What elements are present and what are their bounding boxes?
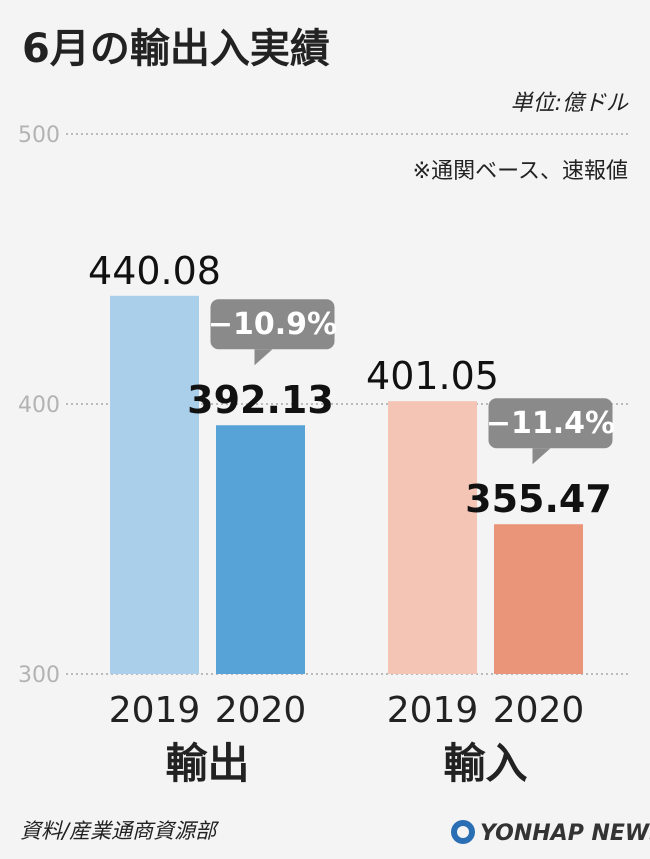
bars — [110, 295, 583, 674]
change-badge-text: −11.4% — [486, 406, 615, 441]
change-badge-bg — [488, 398, 613, 449]
x-tick-label: 2019 — [109, 690, 201, 731]
change-badge-pointer — [532, 448, 551, 465]
change-badges: −10.9% −11.4% — [208, 299, 615, 465]
y-tick-label: 500 — [18, 123, 60, 148]
x-tick-label: 2019 — [387, 690, 479, 731]
y-tick-label: 400 — [18, 393, 60, 418]
yonhap-logo-text: YONHAP NEWS — [480, 821, 650, 846]
bar-0-0 — [110, 295, 199, 674]
x-tick-label: 2020 — [493, 690, 585, 731]
bar-value-label: 440.08 — [88, 249, 221, 293]
note-label: ※通関ベース、速報値 — [413, 159, 628, 184]
group-label: 輸入 — [443, 739, 527, 788]
unit-label: 単位:億ドル — [511, 91, 629, 116]
bar-value-label: 392.13 — [187, 378, 334, 422]
bar-labels: 440.08 2019 392.13 2020 輸出 401.05 2019 355.47 20… — [88, 249, 612, 788]
bar-value-label: 401.05 — [366, 354, 499, 398]
gridlines — [66, 133, 628, 675]
change-badge-pointer — [254, 349, 273, 366]
yonhap-logo: YONHAP NEWS — [451, 820, 650, 846]
change-badge: −11.4% — [486, 398, 615, 465]
x-tick-label: 2020 — [215, 690, 307, 731]
change-badge-bg — [210, 299, 335, 350]
bar-1-0 — [388, 401, 477, 674]
bar-0-1 — [216, 425, 305, 674]
bar-1-1 — [494, 524, 583, 674]
change-badge: −10.9% — [208, 299, 337, 366]
group-label: 輸出 — [165, 739, 249, 788]
change-badge-text: −10.9% — [208, 307, 337, 342]
y-tick-label: 300 — [18, 663, 60, 688]
bar-value-label: 355.47 — [465, 477, 612, 521]
source-text: 資料/産業通商資源部 — [20, 819, 219, 843]
chart-title: 6月の輸出入実績 — [22, 26, 330, 72]
y-axis-ticks: 500 400 300 — [18, 123, 60, 688]
